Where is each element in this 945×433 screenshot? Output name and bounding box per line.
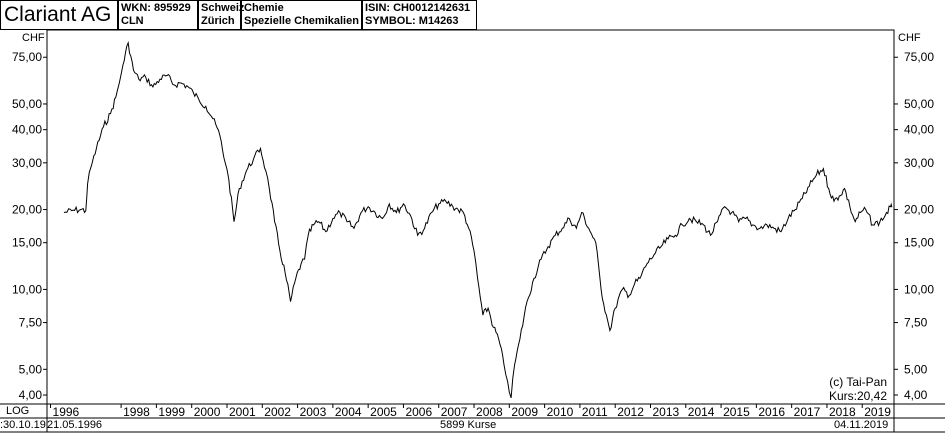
plot-area: [46, 29, 895, 405]
y-tick-label: 40,00: [904, 123, 934, 137]
x-tick-label: 2007: [441, 405, 468, 419]
y-tick-label: 10,00: [12, 282, 42, 296]
copyright-label: (c) Tai-Pan: [829, 375, 887, 389]
x-axis: 1996 1998 1999 2000 2001 2002 2003 2004 2005 2006…: [50, 404, 891, 419]
x-tick-label: 1998: [123, 405, 150, 419]
x-tick-label: 2006: [405, 405, 432, 419]
y-tick-label: 75,00: [904, 50, 934, 64]
last-price-label: Kurs:20,42: [829, 389, 887, 403]
y-tick-label: 5,00: [19, 362, 43, 376]
country-label: Schweiz: [201, 2, 245, 14]
x-tick-label: 2010: [547, 405, 574, 419]
isin-label: ISIN: CH0012142631: [365, 2, 471, 14]
y-tick-label: 30,00: [904, 156, 934, 170]
x-tick-label: 2015: [723, 405, 750, 419]
x-tick-label: 2001: [229, 405, 256, 419]
quote-count: 5899 Kurse: [440, 419, 497, 431]
y-tick-label: 15,00: [904, 236, 934, 250]
symbol-label: SYMBOL: M14263: [365, 15, 459, 27]
y-tick-label: 4,00: [19, 388, 43, 402]
x-tick-label: 2011: [582, 405, 608, 419]
current-date: :30.10.19: [0, 419, 46, 431]
x-tick-label: 2018: [829, 405, 856, 419]
y-axis-right: 75,00 50,00 40,00 30,00 20,00 15,00 10,00 7,50 5…: [894, 50, 934, 402]
x-tick-label: 2000: [194, 405, 221, 419]
x-tick-label: 2009: [511, 405, 538, 419]
isin-cell: ISIN: CH0012142631 SYMBOL: M14263: [362, 0, 477, 30]
scale-label: LOG: [6, 405, 30, 417]
y-tick-label: 15,00: [12, 236, 42, 250]
price-series-line: [63, 40, 893, 399]
x-tick-label: 2019: [864, 405, 891, 419]
x-tick-label: 2004: [335, 405, 362, 419]
x-tick-label: 2013: [652, 405, 679, 419]
y-tick-label: 20,00: [904, 203, 934, 217]
x-tick-label: 2017: [794, 405, 821, 419]
y-axis-left: 75,00 50,00 40,00 30,00 20,00 15,00 10,00 7,50 5…: [12, 50, 47, 402]
x-tick-label: 2016: [758, 405, 785, 419]
industry-label: Spezielle Chemikalien: [244, 15, 359, 27]
y-tick-label: 50,00: [12, 97, 42, 111]
y-tick-label: 50,00: [904, 97, 934, 111]
x-tick-label: 2012: [617, 405, 644, 419]
y-tick-label: 30,00: [12, 156, 42, 170]
x-tick-label: 2002: [264, 405, 291, 419]
y-unit-right: CHF: [898, 32, 921, 44]
x-tick-label: 2008: [476, 405, 503, 419]
first-quote-date: 21.05.1996: [47, 419, 103, 431]
y-tick-label: 40,00: [12, 123, 42, 137]
x-tick-label: 2003: [300, 405, 327, 419]
x-tick-label: 1999: [158, 405, 185, 419]
y-tick-label: 4,00: [904, 388, 928, 402]
last-quote-date: 04.11.2019: [834, 419, 889, 431]
y-tick-label: 5,00: [904, 362, 928, 376]
y-tick-label: 20,00: [12, 203, 42, 217]
ticker-label: CLN: [121, 15, 144, 27]
city-label: Zürich: [201, 15, 235, 27]
y-tick-label: 7,50: [904, 316, 928, 330]
y-tick-label: 10,00: [904, 282, 934, 296]
sector-label: Chemie: [244, 2, 284, 14]
y-tick-label: 75,00: [12, 50, 42, 64]
y-unit-left: CHF: [22, 32, 45, 44]
y-tick-label: 7,50: [19, 316, 43, 330]
x-tick-label: 2014: [688, 405, 715, 419]
wkn-label: WKN: 895929: [121, 2, 191, 14]
x-tick-label: 1996: [53, 405, 80, 419]
x-tick-label: 2005: [370, 405, 397, 419]
